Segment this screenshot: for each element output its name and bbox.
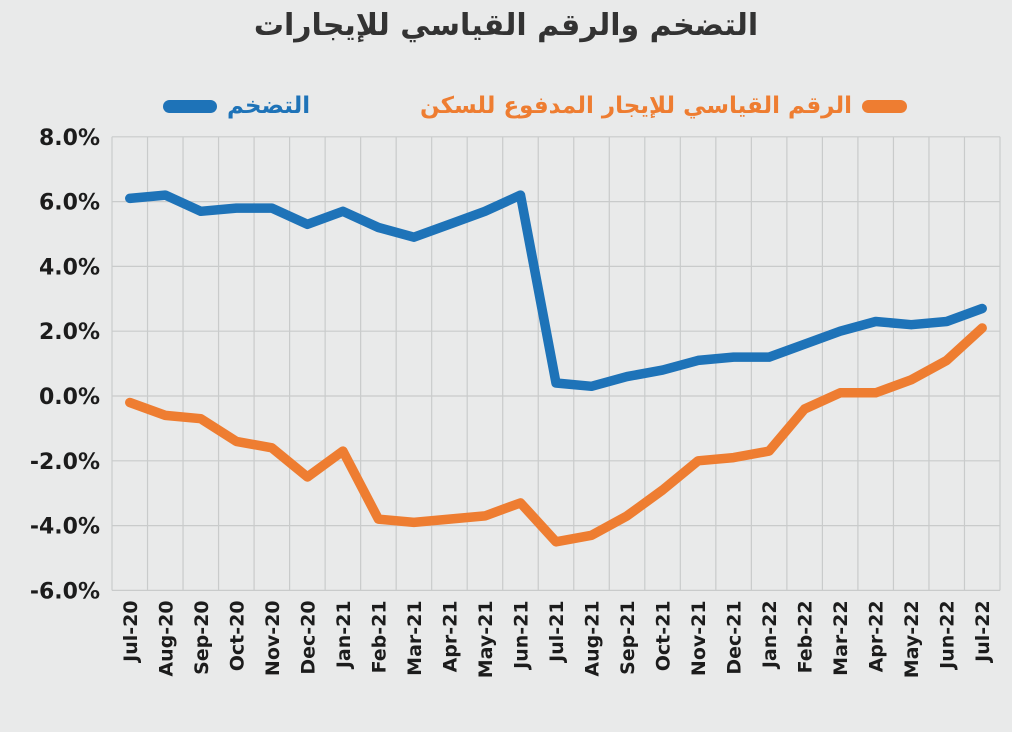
x-axis-tick-label: Sep-20 [191, 600, 213, 675]
x-axis-tick-label: Nov-20 [262, 600, 284, 676]
rent-line [125, 323, 987, 547]
inflation-legend-label: التضخم [227, 93, 311, 119]
inflation-legend-swatch-icon [163, 99, 217, 113]
x-axis-tick-label: Dec-21 [724, 600, 746, 674]
x-axis-tick-label: Oct-21 [653, 600, 675, 671]
x-axis-tick-label: Dec-20 [297, 600, 319, 674]
x-axis-tick-label: Jan-22 [759, 600, 781, 670]
x-axis-tick-label: Jul-21 [546, 600, 568, 663]
x-axis-tick-label: Sep-21 [617, 600, 639, 675]
y-axis-tick-label: -2.0% [30, 450, 100, 475]
x-axis-tick-label: Jun-21 [510, 600, 532, 670]
x-axis-tick-label: May-21 [475, 600, 497, 678]
x-axis-tick-label: Oct-20 [226, 600, 248, 671]
x-axis-tick-label: Nov-21 [688, 600, 710, 676]
y-axis-tick-label: -6.0% [30, 579, 100, 604]
chart-title: التضخم والرقم القياسي للإيجارات [253, 8, 759, 43]
legend-item-inflation: التضخم [163, 90, 310, 122]
x-axis-tick-label: Aug-21 [582, 600, 604, 676]
x-axis-tick-label: Aug-20 [155, 600, 177, 676]
y-axis-labels: 8.0% 6.0% 4.0% 2.0% 0.0% -2.0% -4.0% -6.0% [30, 126, 100, 605]
x-axis-tick-label: Mar-22 [830, 600, 852, 675]
inflation-line [125, 190, 987, 392]
y-axis-tick-label: -4.0% [30, 515, 100, 540]
x-axis-tick-label: Jan-21 [333, 600, 355, 670]
y-axis-tick-label: 4.0% [39, 255, 100, 280]
x-axis-tick-label: Jun-22 [937, 600, 959, 670]
x-axis-tick-label: Apr-21 [439, 600, 461, 672]
x-axis-tick-label: Mar-21 [404, 600, 426, 675]
x-axis-tick-label: Apr-22 [866, 600, 888, 672]
y-axis-tick-label: 0.0% [39, 385, 100, 410]
x-axis-tick-label: Feb-22 [795, 600, 817, 673]
y-axis-tick-label: 6.0% [39, 191, 100, 216]
legend-item-rent: الرقم القياسي للإيجار المدفوع للسكن [420, 90, 907, 122]
y-axis-tick-label: 8.0% [39, 126, 100, 151]
series-lines [125, 190, 987, 547]
x-axis-tick-label: Jul-22 [972, 600, 994, 663]
y-axis-tick-label: 2.0% [39, 320, 100, 345]
rent-legend-label: الرقم القياسي للإيجار المدفوع للسكن [419, 93, 852, 119]
x-axis-tick-label: May-22 [901, 600, 923, 678]
rent-legend-swatch-icon [862, 99, 907, 113]
x-axis-labels: Jul-20 Aug-20 Sep-20 Oct-20 Nov-20 Dec-20 Jan-… [120, 600, 994, 678]
x-axis-tick-label: Feb-21 [368, 600, 390, 673]
x-axis-tick-label: Jul-20 [120, 600, 142, 663]
